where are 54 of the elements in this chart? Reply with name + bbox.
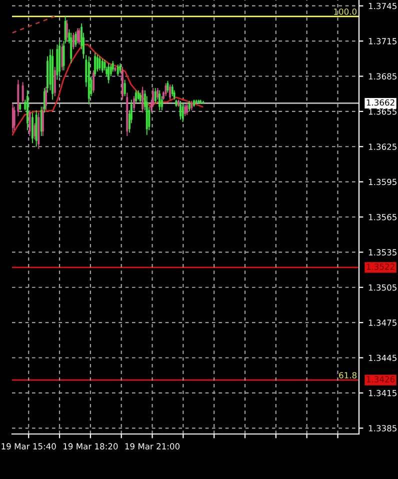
candlestick — [31, 112, 34, 144]
candlestick — [101, 58, 104, 74]
y-tick-label: 1.3595 — [368, 178, 396, 186]
x-tick-label: 19 Mar 21:00 — [125, 443, 180, 450]
candlestick — [186, 102, 188, 116]
candlestick — [116, 64, 119, 77]
candlestick — [171, 84, 174, 97]
candlestick — [166, 80, 169, 94]
candlestick — [70, 32, 72, 64]
candlestick — [182, 102, 184, 122]
candlestick — [45, 86, 47, 111]
candlestick — [22, 82, 24, 104]
ref-line-label: 1.3662 — [366, 99, 394, 106]
y-tick-label: 1.3445 — [368, 354, 396, 362]
candlestick — [188, 100, 190, 112]
candlestick — [156, 87, 159, 100]
candlestick — [139, 92, 142, 104]
annotation: 61.8 — [339, 372, 356, 378]
y-tick-label: 1.3535 — [368, 249, 396, 256]
candlestick — [142, 86, 144, 114]
y-tick-label: 1.3475 — [368, 320, 396, 326]
candlestick — [72, 32, 74, 50]
x-tick-label: 19 Mar 18:20 — [64, 443, 118, 450]
candlestick — [135, 90, 138, 104]
ref-line-label: 1.3522 — [366, 264, 394, 270]
y-tick-label: 1.3715 — [368, 38, 396, 44]
candlestick — [158, 90, 161, 111]
candlestick — [133, 96, 136, 111]
candlestick — [184, 104, 186, 117]
x-tick-label: 19 Mar 15:40 — [2, 443, 56, 450]
candlestick — [190, 100, 193, 111]
candlestick — [28, 110, 31, 137]
candlestick — [124, 79, 126, 97]
candlestick — [112, 60, 114, 72]
y-tick-label: 1.3625 — [368, 144, 396, 150]
y-tick-label: 1.3415 — [368, 390, 396, 396]
candlestick — [154, 87, 156, 104]
annotation: 100.0 — [334, 8, 357, 15]
candlestick — [96, 54, 98, 72]
candlestick — [119, 62, 122, 74]
candlestick — [108, 62, 110, 84]
candlestick — [54, 66, 56, 97]
candlestick — [74, 31, 77, 48]
candlestick — [98, 56, 101, 71]
y-tick-label: 1.3505 — [368, 284, 396, 291]
y-tick-label: 1.3565 — [368, 214, 396, 220]
y-tick-label: 1.3685 — [368, 73, 396, 80]
candlestick — [169, 84, 172, 100]
y-tick-label: 1.3385 — [368, 425, 396, 432]
y-tick-label: 1.3655 — [368, 108, 396, 115]
candlestick — [94, 52, 96, 77]
candlestick — [164, 82, 167, 97]
ref-line-label: 1.3426 — [366, 376, 395, 382]
y-tick-label: 1.3745 — [368, 2, 396, 10]
